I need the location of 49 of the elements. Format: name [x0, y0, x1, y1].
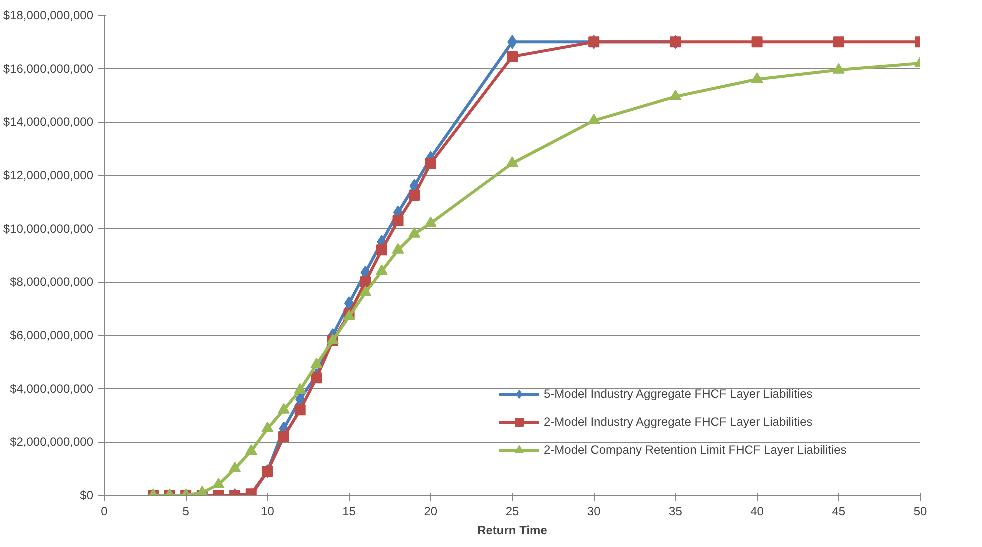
point — [245, 444, 258, 456]
x-tick-label: 50 — [914, 504, 928, 518]
point — [229, 462, 242, 473]
point — [670, 90, 682, 101]
x-tick-label: 25 — [506, 504, 520, 518]
y-tick-label: $18,000,000,000 — [3, 8, 94, 22]
point — [360, 276, 372, 288]
point — [360, 286, 372, 297]
x-tick-label: 0 — [101, 504, 108, 518]
legend-label: 2-Model Industry Aggregate FHCF Layer Liabilities — [544, 415, 813, 429]
y-tick-label: $4,000,000,000 — [10, 382, 94, 396]
point — [751, 72, 764, 84]
y-tick-label: $2,000,000,000 — [10, 435, 94, 450]
point — [424, 216, 437, 228]
point — [752, 36, 763, 48]
y-tick-label: $8,000,000,000 — [10, 275, 94, 290]
x-axis-title: Return Time — [478, 524, 548, 538]
y-tick-label: $0 — [80, 488, 94, 502]
x-tick-label: 40 — [750, 504, 764, 518]
x-tick-label: 10 — [261, 504, 275, 518]
point — [212, 478, 225, 489]
point — [408, 227, 421, 238]
point — [833, 36, 844, 48]
y-tick-label: $12,000,000,000 — [3, 168, 94, 182]
x-tick-label: 5 — [182, 504, 190, 518]
point — [278, 403, 290, 414]
point — [588, 114, 600, 125]
point — [310, 358, 323, 369]
y-tick-label: $6,000,000,000 — [10, 328, 94, 342]
legend-label: 2-Model Company Retention Limit FHCF Layer Liabilities — [544, 443, 847, 457]
x-tick-label: 15 — [342, 504, 356, 518]
point — [376, 244, 388, 256]
y-tick-label: $16,000,000,000 — [3, 62, 94, 76]
point — [507, 51, 518, 62]
point — [392, 243, 404, 254]
legend-label: 5-Model Industry Aggregate FHCF Layer Liabilities — [544, 387, 813, 401]
x-tick-label: 35 — [669, 504, 683, 518]
point — [506, 156, 518, 168]
point — [392, 215, 404, 226]
x-tick-label: 45 — [832, 504, 846, 518]
y-tick-label: $10,000,000,000 — [3, 222, 94, 236]
point — [262, 422, 274, 433]
point — [409, 190, 420, 201]
x-tick-label: 20 — [424, 504, 438, 518]
point — [294, 383, 306, 394]
point — [376, 264, 388, 276]
x-tick-label: 30 — [587, 504, 602, 518]
y-tick-label: $14,000,000,000 — [3, 115, 94, 130]
point — [425, 158, 436, 169]
